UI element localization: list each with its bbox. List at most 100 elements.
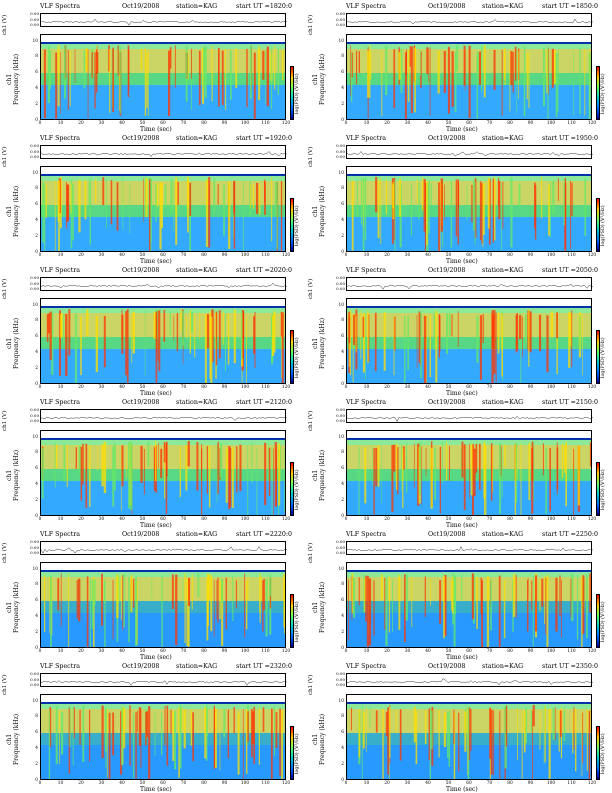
y-tick-label: 2 [341, 101, 344, 107]
sferic-streak [216, 444, 218, 503]
x-tick-label: 10 [363, 517, 370, 522]
sferic-streak [555, 52, 558, 117]
spectrogram-image [41, 702, 285, 779]
y-tick-label: 8 [341, 582, 344, 588]
sferic-streak [151, 578, 153, 599]
sferic-streak [228, 181, 231, 249]
y-tick-label: 0 [341, 249, 344, 255]
sferic-streak [211, 309, 214, 362]
sferic-streak [160, 182, 163, 229]
sferic-streak [61, 312, 63, 336]
sferic-streak [249, 45, 252, 99]
sferic-streak [191, 48, 192, 79]
panel-header: VLF Spectra Oct19/2008 station=KAG start UT… [40, 266, 292, 276]
sferic-streak [76, 580, 78, 619]
sferic-streak [516, 313, 519, 351]
sferic-streak [219, 712, 221, 771]
sferic-streak [375, 447, 378, 487]
x-tick-label: 0 [344, 781, 348, 786]
ch-axis-label: ch1 (V) [2, 14, 8, 36]
sferic-streak [164, 184, 167, 209]
sferic-streak [457, 311, 459, 347]
colorbar [596, 66, 600, 120]
sferic-streak [218, 52, 219, 95]
y-tick-label: 0 [35, 249, 38, 255]
y-axis-label: ch1 Frequency (kHz) [312, 185, 326, 237]
sferic-streak [103, 315, 106, 368]
sferic-streak [129, 705, 131, 766]
sferic-streak [513, 574, 516, 617]
sferic-streak [514, 443, 516, 515]
x-tick-label: 80 [201, 781, 207, 786]
x-axis-label: Time (sec) [140, 786, 172, 793]
sferic-streak [419, 441, 421, 495]
x-tick-label: 30 [404, 121, 411, 126]
sferic-streak [222, 311, 224, 345]
x-tick-label: 30 [98, 253, 105, 258]
spectrogram-band [41, 181, 285, 205]
spectrogram-panel: VLF Spectra Oct19/2008 station=KAG start UT… [306, 660, 612, 793]
sferic-streak [50, 575, 52, 647]
spectrogram-band [347, 613, 591, 647]
sferic-streak [532, 575, 534, 647]
sferic-streak [362, 178, 365, 251]
sferic-streak [55, 444, 58, 468]
spectrogram-top-band [41, 42, 285, 44]
ch-tick-label: 0.00 [336, 286, 345, 291]
sferic-streak [138, 707, 141, 746]
sferic-streak [266, 46, 269, 107]
panel-date: Oct19/2008 [122, 135, 160, 142]
sferic-streak [187, 51, 189, 80]
sferic-streak [217, 441, 219, 494]
spectrogram-image [41, 570, 285, 647]
sferic-streak [433, 312, 436, 350]
spectrogram-plot [40, 562, 286, 648]
sferic-streak [137, 710, 138, 733]
sferic-streak [205, 179, 209, 247]
sferic-streak [549, 448, 551, 512]
sferic-streak [490, 709, 493, 775]
sferic-streak [256, 448, 258, 515]
sferic-streak [80, 447, 83, 501]
sferic-streak [588, 710, 591, 779]
spectrogram-plot [346, 166, 592, 252]
sferic-streak [143, 178, 144, 222]
sferic-streak [140, 445, 143, 483]
x-tick-label: 10 [57, 253, 64, 258]
sferic-streak [190, 311, 194, 333]
sferic-streak [573, 706, 575, 750]
sferic-streak [362, 316, 365, 338]
sferic-streak [83, 50, 86, 89]
sferic-streak [483, 442, 486, 499]
x-tick-label: 100 [240, 121, 250, 126]
sferic-streak [129, 182, 131, 234]
sferic-streak [169, 310, 171, 336]
sferic-streak [348, 579, 349, 641]
ch-waveform-line [346, 415, 594, 422]
sferic-streak [78, 578, 81, 622]
sferic-streak [350, 707, 352, 731]
x-tick-label: 110 [261, 121, 270, 126]
sferic-streak [365, 575, 367, 622]
sferic-streak [60, 573, 62, 627]
sferic-streak [179, 447, 181, 497]
sferic-streak [163, 310, 166, 342]
x-tick-label: 90 [527, 781, 534, 786]
ch-waveform-line [40, 282, 288, 289]
x-tick-label: 100 [240, 649, 250, 654]
y-axis-label: ch1 Frequency (kHz) [6, 449, 20, 501]
x-tick-label: 70 [180, 649, 187, 654]
colorbar-label: log(PSD) (V²/Hz) [601, 601, 606, 643]
ch-waveform-box [346, 673, 594, 687]
sferic-streak [206, 314, 210, 349]
spectrogram-band [41, 438, 285, 445]
sferic-streak [43, 49, 46, 119]
sferic-streak [526, 52, 528, 100]
x-tick-label: 80 [201, 121, 207, 126]
x-tick-label: 90 [221, 517, 228, 522]
spectrogram-top-band [41, 702, 285, 704]
sferic-streak [543, 707, 545, 765]
ch-axis-label: ch1 (V) [308, 278, 314, 300]
sferic-streak [552, 708, 555, 740]
sferic-streak [384, 577, 386, 631]
